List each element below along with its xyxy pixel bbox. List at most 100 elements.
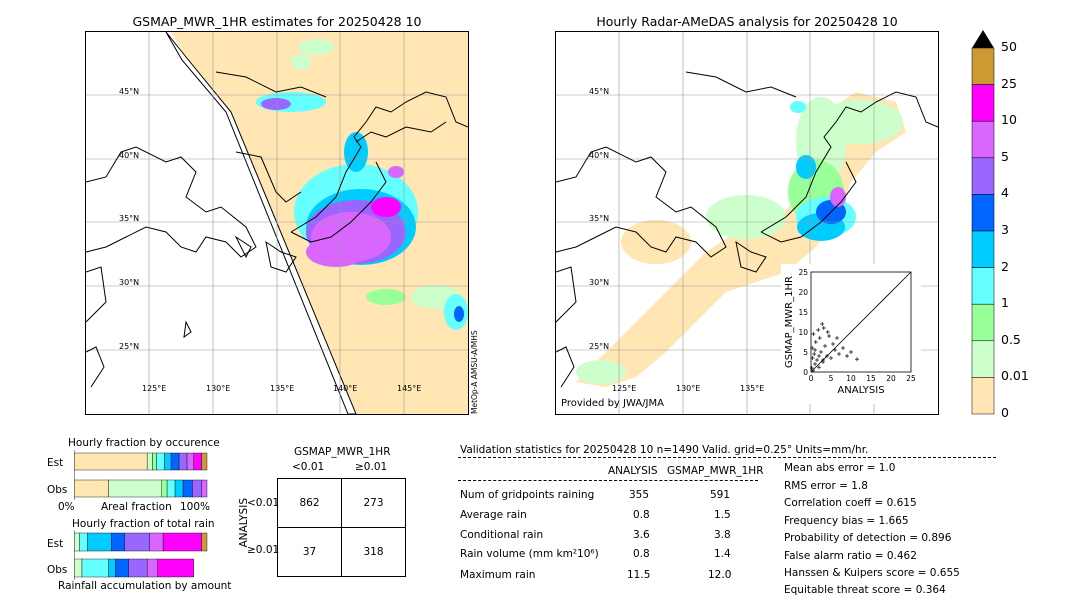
x-tick-label: 5 [829,374,834,383]
fraction-segment [146,558,158,578]
fraction-segment [193,452,202,471]
left-map: 45°N 40°N 35°N 30°N 25°N 125°E 130°E 135… [85,31,469,415]
stat-label: Maximum rain [460,569,536,581]
score: Frequency bias = 1.665 [784,515,909,527]
occurrence-axis-right: 100% [180,501,211,513]
validation-divider [458,457,996,458]
colorbar-swatch [971,194,995,232]
occurrence-axis-mid: Areal fraction [101,501,172,513]
stat-analysis: 0.8 [633,509,650,521]
colorbar-tick-label: 0 [1001,405,1009,420]
lat-label: 25°N [589,342,610,351]
lat-label: 35°N [119,214,140,223]
x-tick-label: 10 [846,374,856,383]
colorbar-swatch [971,340,995,378]
scatter-point [823,344,827,348]
lat-label: 35°N [589,214,610,223]
fraction-segment [128,558,148,578]
lon-label: 135°E [740,384,765,393]
fraction-segment [164,452,172,471]
lat-label: 45°N [119,87,140,96]
validation-divider [458,480,758,481]
fraction-segment [186,452,194,471]
fraction-segment [79,532,88,552]
colorbar-extend-arrow [972,30,994,48]
col-analysis: ANALYSIS [608,465,658,477]
scatter-frame [810,271,912,373]
stat-analysis: 3.6 [633,529,650,541]
validation-header: Validation statistics for 20250428 10 n=… [460,444,869,456]
diagonal-line [810,271,912,373]
colorbar-tick-label: 10 [1001,112,1017,128]
colorbar-tick-label: 2 [1001,258,1009,274]
stat-analysis: 355 [629,489,650,501]
scatter-point [815,358,819,362]
rain-fraction-title: Hourly fraction of total rain [72,518,215,530]
fraction-segment [87,532,112,552]
scatter-point [825,354,829,358]
colorbar-swatch [971,84,995,122]
lon-label: 140°E [333,384,358,393]
colorbar-tick-label: 1 [1001,295,1009,311]
lon-label: 130°E [206,384,231,393]
scatter-point [812,352,817,356]
stat-gsmap: 1.4 [714,548,731,560]
y-tick-label: 0 [803,368,808,377]
colorbar [971,30,995,415]
y-tick-label: 5 [803,348,808,357]
right-map: 45°N 40°N 35°N 30°N 25°N 125°E 130°E 135… [555,31,939,415]
fraction-segment [74,558,83,578]
coastlines [556,71,938,388]
fraction-segment [74,452,148,471]
contingency-col-label: ≥0.01 [355,461,388,473]
y-tick-label: 20 [798,288,808,297]
fraction-segment [182,479,193,498]
scatter-point [831,342,835,346]
fraction-segment [156,452,165,471]
scatter-point [855,357,859,362]
x-tick-label: 20 [886,374,896,383]
colorbar-tick-label: 0.5 [1001,331,1021,347]
rain-fraction-bars [74,530,208,580]
lon-label: 145°E [397,384,422,393]
radar-coverage [576,92,906,387]
fraction-segment [108,558,116,578]
lon-label: 125°E [142,384,167,393]
fraction-segment [161,479,168,498]
precip-areas [256,39,468,330]
lat-label: 45°N [589,87,610,96]
colorbar-tick-label: 25 [1001,75,1017,91]
stat-gsmap: 3.8 [714,529,731,541]
scatter-point [819,350,823,354]
occurrence-title: Hourly fraction by occurence [68,437,220,449]
scatter-point [820,322,825,326]
colorbar-tick-label: 4 [1001,185,1009,201]
colorbar-swatch [971,267,995,305]
fraction-segment [201,479,208,498]
contingency-table: 862 273 37 318 [277,478,406,577]
fraction-segment [166,479,176,498]
fraction-segment [74,532,80,552]
fraction-segment [108,479,162,498]
occurrence-obs-label: Obs [47,484,68,496]
score: Probability of detection = 0.896 [784,532,952,544]
left-map-canvas [86,32,468,414]
colorbar-tick-label: 50 [1001,39,1017,54]
score: RMS error = 1.8 [784,480,868,492]
coastlines [86,71,468,388]
score: Hanssen & Kuipers score = 0.655 [784,567,960,579]
occurrence-est-label: Est [47,457,64,469]
scatter-point [825,330,830,334]
fraction-segment [162,532,202,552]
occurrence-bars [74,450,208,500]
scatter-point [811,368,815,373]
scatter-point [841,346,845,350]
scatter-plot: 0 5 10 15 20 25 0 5 10 15 20 25 ANALYSIS GSMAP_MWR_1H… [784,268,916,396]
scatter-point [816,328,821,332]
scatter-point [845,354,849,358]
colorbar-swatch [971,47,995,85]
stat-gsmap: 12.0 [708,569,732,581]
stat-analysis: 0.8 [633,548,650,560]
left-map-title: GSMAP_MWR_1HR estimates for 20250428 10 [132,14,422,29]
fraction-segment [146,452,153,471]
